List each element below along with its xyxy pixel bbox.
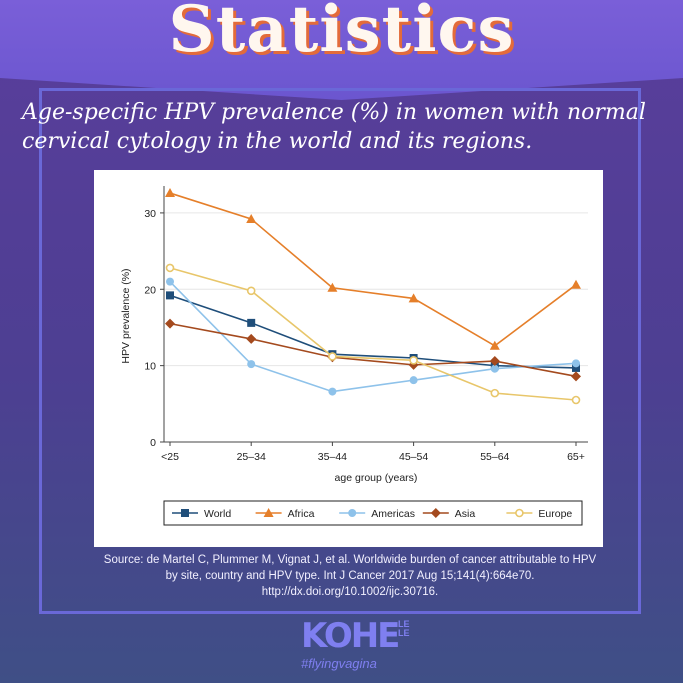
legend-entry-americas: Americas (339, 508, 415, 520)
legend-entry-europe: Europe (506, 508, 572, 520)
data-point-europe (409, 355, 418, 365)
series-world (166, 291, 580, 372)
y-ticks: 0 10 20 30 (144, 208, 164, 449)
legend-marker (348, 509, 357, 517)
legend-entries: World Africa Americas Asia Europe (172, 508, 572, 520)
legend-marker (181, 509, 189, 517)
data-point-africa (408, 293, 419, 303)
series-line-asia (169, 322, 577, 378)
data-point-asia (165, 318, 175, 329)
x-ticks: <25 25–34 35–44 45–54 55–64 65+ (161, 442, 585, 463)
data-point-world (247, 318, 256, 327)
x-tick-label: 65+ (567, 451, 585, 463)
hashtag: #flyingvagina (301, 656, 377, 671)
legend-label: Asia (455, 508, 476, 520)
series-line-americas (169, 281, 577, 393)
data-point-europe (165, 263, 175, 273)
y-tick-label: 30 (144, 208, 156, 220)
data-point-europe (490, 388, 500, 398)
legend-label: Europe (538, 508, 572, 520)
data-point-asia (246, 333, 257, 344)
y-tick-label: 0 (150, 437, 156, 449)
data-point-world (166, 291, 174, 300)
series-africa (165, 188, 581, 350)
x-tick-label: 55–64 (480, 451, 509, 463)
series-line-world (169, 294, 577, 369)
legend-entry-world: World (172, 508, 231, 520)
legend-label: Africa (288, 508, 315, 520)
x-tick-label: 25–34 (237, 451, 266, 463)
data-point-world (572, 363, 580, 372)
legend-marker (263, 508, 274, 517)
legend-label: World (204, 508, 231, 520)
series-line-africa (169, 192, 577, 347)
data-point-europe (246, 286, 256, 296)
chart-subtitle: Age-specific HPV prevalence (%) in women… (22, 100, 646, 154)
series-europe (165, 263, 581, 405)
x-tick-label: <25 (161, 451, 179, 463)
data-point-africa (571, 279, 581, 289)
data-point-asia (571, 371, 581, 382)
brand-logo: KOHE LE LE #flyingvagina (283, 616, 413, 676)
legend-marker (430, 508, 441, 518)
y-tick-label: 10 (144, 361, 156, 373)
data-point-asia (489, 356, 500, 367)
legend-entry-africa: Africa (255, 508, 315, 520)
chart-card: 0 10 20 30 <25 25–34 35–44 45–54 55–64 65+ HPV p… (94, 170, 603, 547)
x-tick-label: 35–44 (318, 451, 347, 463)
data-point-americas (247, 360, 256, 369)
data-point-europe (328, 352, 337, 361)
y-tick-label: 20 (144, 284, 156, 296)
logo-small-text: LE LE (398, 619, 410, 638)
data-point-americas (328, 387, 337, 396)
page-title: Statistics (168, 0, 515, 67)
legend-marker (515, 508, 524, 518)
data-point-americas (572, 359, 580, 368)
legend-entry-asia: Asia (422, 508, 476, 520)
y-axis-label: HPV prevalence (%) (120, 268, 132, 363)
data-point-europe (571, 395, 581, 405)
content-frame (39, 88, 641, 614)
data-point-americas (409, 376, 418, 385)
source-citation: Source: de Martel C, Plummer M, Vignat J… (103, 554, 597, 598)
logo-text: KOHE (301, 616, 400, 656)
data-point-africa (165, 188, 175, 198)
header-band (0, 0, 683, 100)
legend-label: Americas (371, 508, 415, 520)
line-chart: 0 10 20 30 <25 25–34 35–44 45–54 55–64 65+ HPV p… (120, 186, 588, 526)
series-americas (166, 277, 580, 396)
data-point-africa (327, 282, 338, 292)
data-point-americas (166, 277, 174, 286)
series (165, 188, 581, 405)
series-line-europe (169, 267, 577, 401)
grid (164, 212, 588, 443)
x-tick-label: 45–54 (399, 451, 428, 463)
x-axis-label: age group (years) (335, 472, 418, 484)
data-point-africa (489, 340, 500, 350)
data-point-africa (246, 214, 257, 224)
data-point-americas (490, 364, 499, 373)
